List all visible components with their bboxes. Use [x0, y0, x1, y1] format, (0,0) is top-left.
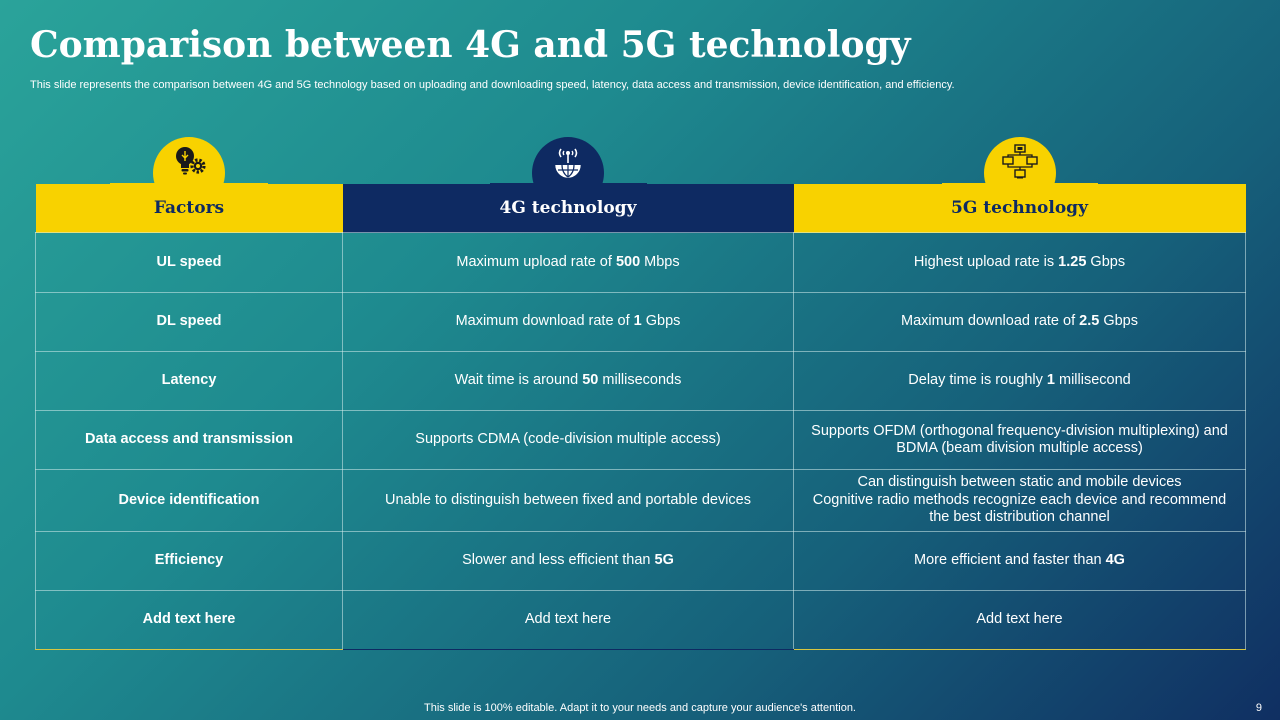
5g-cell: Supports OFDM (orthogonal frequency-divi… [793, 410, 1246, 470]
header-5g-technology: 5G technology [793, 184, 1246, 233]
4g-cell: Maximum download rate of 1 Gbps [342, 292, 794, 352]
cell-text: Highest upload rate is [913, 253, 1059, 270]
cell-text: More efficient and faster than [914, 552, 1106, 569]
table-row: Device identification Unable to distingui… [35, 469, 1246, 532]
factor-cell: DL speed [35, 292, 343, 352]
lightbulb-gear-icon [176, 147, 206, 175]
5g-cell: More efficient and faster than 4G [793, 531, 1246, 591]
header-4g-technology: 4G technology [342, 184, 794, 233]
factor-cell: Device identification [35, 469, 343, 532]
4g-cell: Unable to distinguish between fixed and … [342, 469, 794, 532]
5g-cell: Add text here [793, 590, 1246, 650]
cell-text: Supports OFDM (orthogonal frequency-divi… [811, 422, 1228, 457]
table-body: UL speed Maximum upload rate of 500 Mbps H… [35, 232, 1246, 650]
4g-cell: Wait time is around 50 milliseconds [342, 351, 794, 411]
highlight-value: 2.5 [1079, 313, 1100, 330]
network-devices-icon [1002, 144, 1038, 179]
table-row: DL speed Maximum download rate of 1 Gbps M… [35, 292, 1246, 352]
highlight-value: 500 [615, 253, 641, 270]
table-row: UL speed Maximum upload rate of 500 Mbps H… [35, 232, 1246, 293]
5g-cell: Delay time is roughly 1 millisecond [793, 351, 1246, 411]
factor-cell: Latency [35, 351, 343, 411]
factor-cell: Add text here [35, 590, 343, 650]
cell-text: Unable to distinguish between fixed and … [385, 491, 751, 508]
cell-text: milliseconds [598, 372, 682, 389]
table-header-row: Factors 4G technology 5G technology [35, 184, 1246, 233]
comparison-table: Factors 4G technology 5G technology UL s… [35, 184, 1246, 650]
cell-text: Gbps [641, 313, 681, 330]
table-row: Data access and transmission Supports CDM… [35, 410, 1246, 470]
table-row: Efficiency Slower and less efficient than… [35, 531, 1246, 591]
header-factors: Factors [35, 184, 343, 233]
cell-text: Mbps [640, 253, 680, 270]
cell-text: Delay time is roughly [908, 372, 1047, 389]
cell-text: millisecond [1054, 372, 1131, 389]
4g-cell: Slower and less efficient than 5G [342, 531, 794, 591]
4g-cell: Maximum upload rate of 500 Mbps [342, 232, 794, 293]
cell-text: Gbps [1086, 253, 1126, 270]
cell-text: Maximum download rate of [455, 313, 634, 330]
highlight-value: 1 [633, 313, 642, 330]
factor-cell: UL speed [35, 232, 343, 293]
page-number: 9 [1255, 702, 1262, 714]
factor-cell: Data access and transmission [35, 410, 343, 470]
highlight-value: 5G [654, 552, 674, 569]
cell-text: Slower and less efficient than [462, 552, 655, 569]
slide-subtitle: This slide represents the comparison bet… [30, 79, 955, 91]
5g-cell: Highest upload rate is 1.25 Gbps [793, 232, 1246, 293]
factor-cell: Efficiency [35, 531, 343, 591]
antenna-globe-icon [555, 148, 581, 178]
5g-cell: Can distinguish between static and mobil… [793, 469, 1246, 532]
slide-title: Comparison between 4G and 5G technology [30, 24, 911, 66]
cell-text: Cognitive radio methods recognize each d… [812, 491, 1227, 526]
cell-text: Add text here [976, 611, 1063, 628]
highlight-value: 4G [1105, 552, 1125, 569]
cell-text: Maximum download rate of [901, 313, 1080, 330]
slide-footer: This slide is 100% editable. Adapt it to… [424, 702, 856, 714]
cell-text: Add text here [524, 611, 612, 628]
table-row: Add text here Add text here Add text here [35, 590, 1246, 650]
cell-text: Can distinguish between static and mobil… [857, 474, 1182, 491]
table-row: Latency Wait time is around 50 millisecon… [35, 351, 1246, 411]
4g-cell: Add text here [342, 590, 794, 650]
5g-cell: Maximum download rate of 2.5 Gbps [793, 292, 1246, 352]
cell-text: Maximum upload rate of [456, 253, 616, 270]
highlight-value: 1 [1046, 372, 1055, 389]
4g-cell: Supports CDMA (code-division multiple ac… [342, 410, 794, 470]
highlight-value: 1.25 [1058, 253, 1087, 270]
cell-text: Gbps [1099, 313, 1138, 330]
cell-text: Supports CDMA (code-division multiple ac… [415, 431, 721, 448]
highlight-value: 50 [582, 372, 599, 389]
cell-text: Wait time is around [454, 372, 583, 389]
